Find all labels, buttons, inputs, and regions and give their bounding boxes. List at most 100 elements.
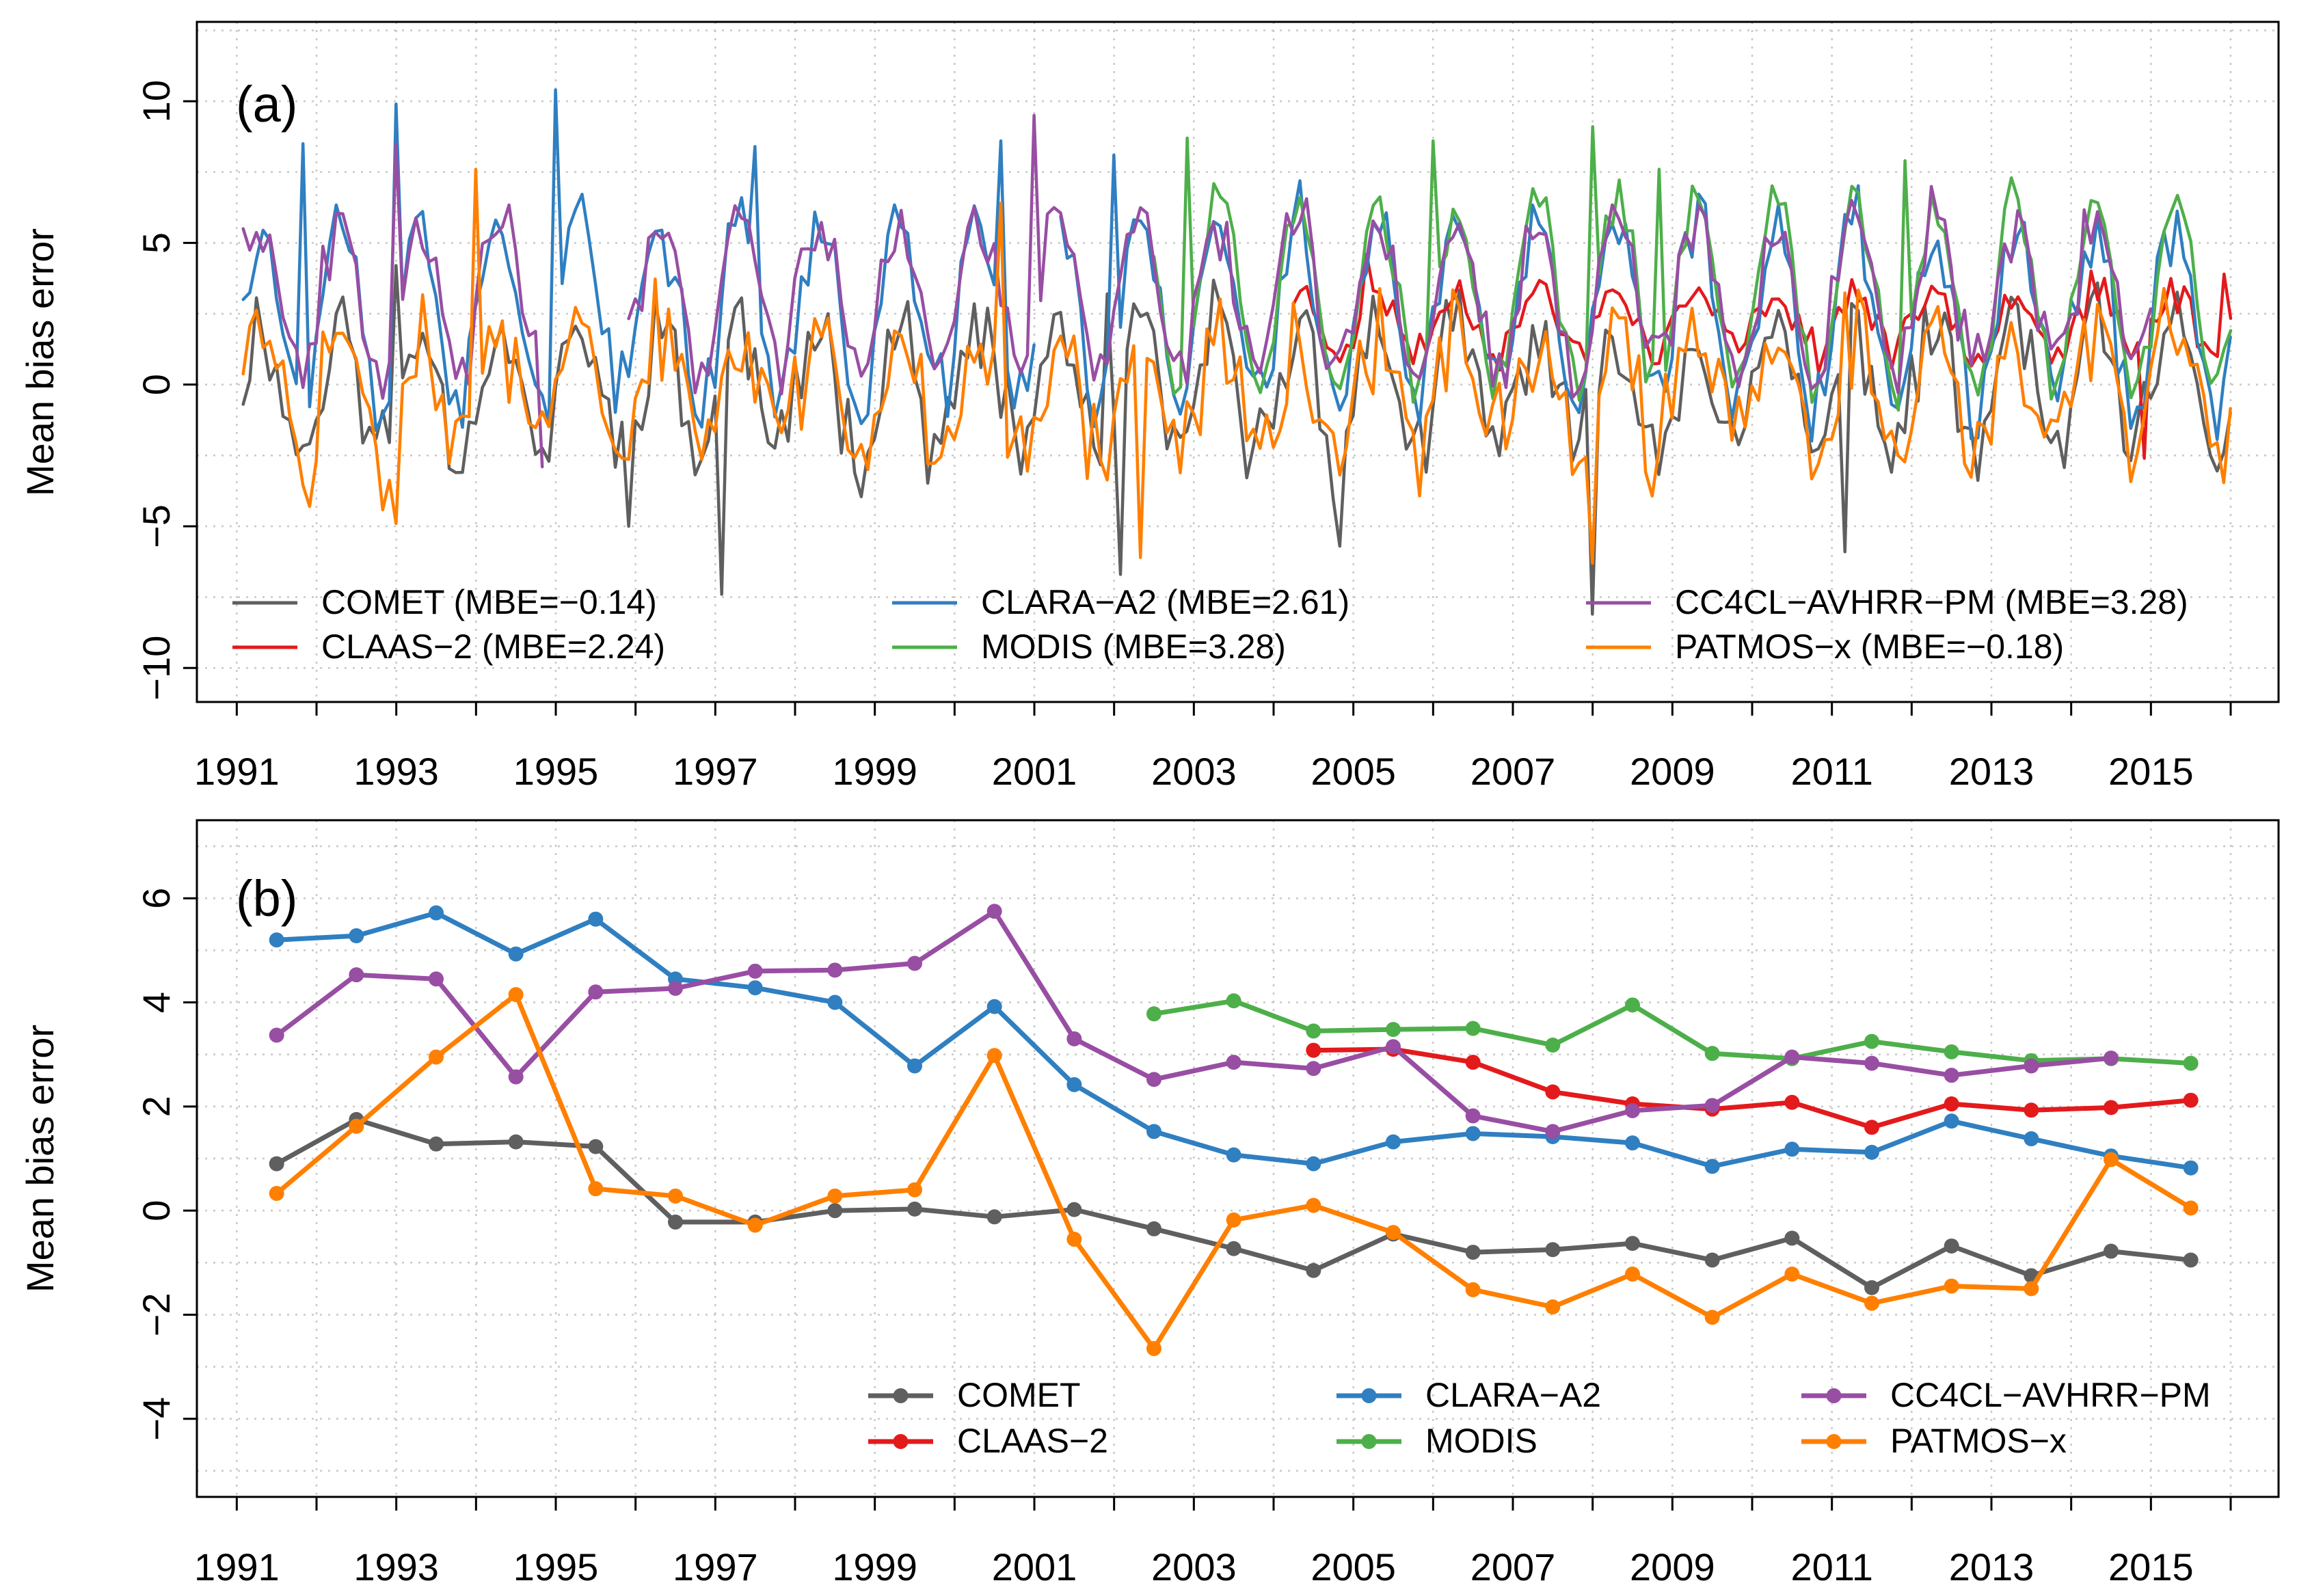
- data-point-comet: [1465, 1245, 1481, 1260]
- y-tick-label: 5: [135, 232, 178, 254]
- panel-b-y-axis-title: Mean bias error: [18, 1025, 62, 1293]
- x-tick-label: 2013: [1949, 1545, 2034, 1588]
- data-point-cc4cl-avhrr-pm: [508, 1069, 524, 1085]
- series-line-modis: [1151, 998, 2194, 1066]
- data-point-clara-a2: [508, 946, 524, 962]
- x-tick-label: 1999: [832, 1545, 917, 1588]
- data-point-cc4cl-avhrr-pm: [269, 1027, 284, 1043]
- y-tick-label: −5: [135, 504, 178, 548]
- data-point-clara-a2: [1864, 1144, 1879, 1160]
- data-point-comet: [269, 1156, 284, 1172]
- data-point-patmos-x: [1784, 1267, 1800, 1282]
- data-point-comet: [827, 1203, 843, 1219]
- legend-marker-cc4cl-avhrr-pm: [1826, 1388, 1842, 1403]
- data-point-claas-2: [1784, 1094, 1800, 1110]
- panel-b-label: (b): [236, 870, 297, 927]
- data-point-comet: [1625, 1236, 1640, 1252]
- data-point-comet: [1226, 1241, 1241, 1256]
- data-point-claas-2: [2024, 1103, 2039, 1118]
- data-point-cc4cl-avhrr-pm: [1864, 1055, 1879, 1071]
- data-point-cc4cl-avhrr-pm: [668, 980, 683, 996]
- x-tick-label: 1999: [832, 750, 917, 793]
- legend-label-modis: MODIS (MBE=3.28): [981, 627, 1286, 666]
- data-point-patmos-x: [508, 987, 524, 1003]
- x-tick-label: 1995: [513, 750, 599, 793]
- panel-b-legend: COMET CLAAS−2 CLARA−A2 MODIS CC4CL−AVHRR−PM P…: [868, 1376, 2211, 1460]
- data-point-modis: [1545, 1037, 1561, 1053]
- series-line-cc4cl-avhrr-pm: [241, 113, 2153, 469]
- data-point-patmos-x: [1944, 1278, 1959, 1294]
- y-tick-label: 10: [135, 80, 178, 122]
- data-point-clara-a2: [2183, 1160, 2199, 1176]
- data-point-clara-a2: [1386, 1134, 1401, 1150]
- panel-a-frame: [196, 21, 2280, 703]
- legend-label-claas-2: CLAAS−2: [957, 1422, 1108, 1460]
- legend-label-patmos-x: PATMOS−x: [1890, 1422, 2067, 1460]
- data-point-cc4cl-avhrr-pm: [1944, 1068, 1959, 1083]
- data-point-cc4cl-avhrr-pm: [2104, 1051, 2119, 1066]
- data-point-comet: [1545, 1242, 1561, 1258]
- data-point-comet: [1146, 1221, 1161, 1236]
- x-tick-label: 1993: [353, 1545, 439, 1588]
- data-point-cc4cl-avhrr-pm: [907, 956, 922, 971]
- x-tick-label: 2011: [1790, 1545, 1872, 1588]
- data-point-comet: [588, 1139, 604, 1154]
- data-point-clara-a2: [827, 995, 843, 1010]
- data-point-clara-a2: [1704, 1159, 1720, 1174]
- data-point-patmos-x: [269, 1186, 284, 1202]
- data-point-cc4cl-avhrr-pm: [349, 967, 364, 983]
- x-tick-label: 2005: [1311, 750, 1396, 793]
- data-point-clara-a2: [2024, 1131, 2039, 1147]
- data-point-comet: [1784, 1230, 1800, 1246]
- data-point-patmos-x: [1066, 1232, 1082, 1247]
- legend-marker-comet: [893, 1388, 909, 1403]
- data-point-patmos-x: [1146, 1340, 1161, 1356]
- legend-marker-claas-2: [893, 1434, 909, 1449]
- data-point-patmos-x: [1625, 1267, 1640, 1282]
- y-tick-label: 4: [135, 992, 178, 1013]
- data-point-clara-a2: [1306, 1156, 1321, 1172]
- data-point-patmos-x: [986, 1048, 1002, 1064]
- data-point-comet: [1704, 1252, 1720, 1268]
- y-tick-label: 2: [135, 1096, 178, 1117]
- panel-a-series: [241, 88, 2233, 616]
- x-tick-label: 2001: [992, 1545, 1077, 1588]
- series-line-cc4cl-avhrr-pm: [274, 908, 2114, 1134]
- data-point-clara-a2: [349, 928, 364, 944]
- data-point-cc4cl-avhrr-pm: [1066, 1031, 1082, 1046]
- x-tick-label: 2013: [1949, 750, 2034, 793]
- x-tick-label: 2007: [1470, 1545, 1556, 1588]
- legend-marker-clara-a2: [1361, 1388, 1377, 1403]
- x-tick-label: 2009: [1630, 750, 1715, 793]
- data-point-comet: [668, 1214, 683, 1230]
- data-point-clara-a2: [588, 911, 604, 927]
- data-point-modis: [1704, 1046, 1720, 1061]
- data-point-patmos-x: [668, 1188, 683, 1204]
- data-point-patmos-x: [2104, 1152, 2119, 1167]
- x-tick-label: 2009: [1630, 1545, 1715, 1588]
- y-tick-label: −4: [135, 1397, 178, 1441]
- data-point-comet: [1306, 1262, 1321, 1278]
- data-point-cc4cl-avhrr-pm: [1146, 1072, 1161, 1087]
- legend-marker-patmos-x: [1826, 1434, 1842, 1449]
- x-tick-label: 1991: [194, 1545, 280, 1588]
- data-point-clara-a2: [1146, 1124, 1161, 1139]
- x-tick-label: 1993: [353, 750, 439, 793]
- data-point-modis: [1386, 1022, 1401, 1038]
- data-point-comet: [1864, 1280, 1879, 1295]
- panel-b-frame: [196, 819, 2280, 1498]
- series-line-claas-2: [1291, 252, 2233, 460]
- y-tick-label: 6: [135, 888, 178, 909]
- x-tick-label: 2015: [2108, 750, 2194, 793]
- y-tick-label: 0: [135, 374, 178, 395]
- panel-a-ticks: 1991 1993 1995 1997 1999 2001 2003 2005 2007 2009…: [135, 80, 2232, 793]
- panel-b: 1991 1993 1995 1997 1999 2001 2003 2005 2007 2009…: [18, 819, 2280, 1588]
- data-point-cc4cl-avhrr-pm: [1784, 1049, 1800, 1065]
- data-point-patmos-x: [349, 1118, 364, 1134]
- data-point-comet: [2183, 1252, 2199, 1268]
- data-point-comet: [1944, 1238, 1959, 1254]
- data-point-claas-2: [1864, 1120, 1879, 1135]
- data-point-claas-2: [1465, 1055, 1481, 1070]
- data-point-patmos-x: [2024, 1281, 2039, 1297]
- data-point-cc4cl-avhrr-pm: [429, 971, 444, 987]
